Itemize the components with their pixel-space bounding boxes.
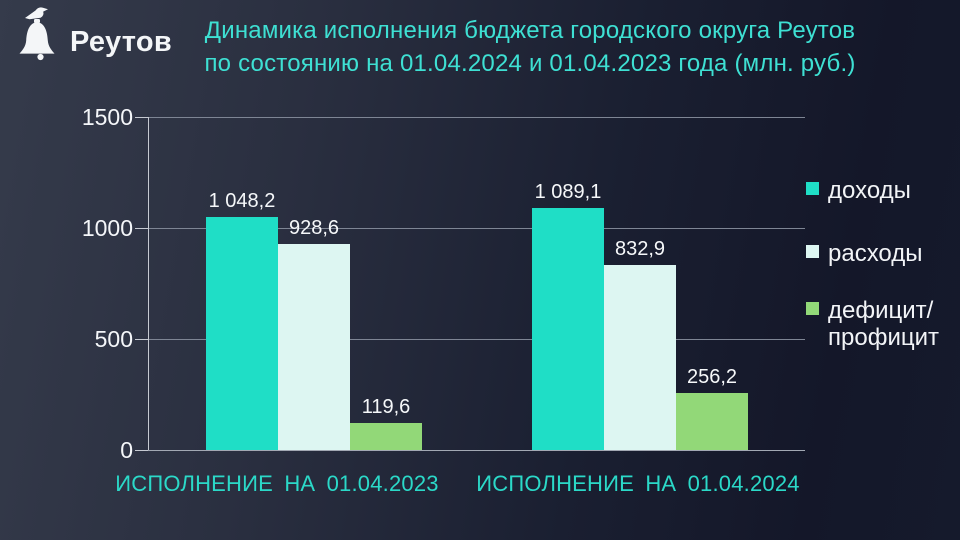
legend-label-incomes: доходы [828,177,911,204]
gridline-1000 [148,228,805,229]
gridline-500 [148,339,805,340]
bar-incomes-group1 [206,217,278,450]
slide-title-line2: по состоянию на 01.04.2024 и 01.04.2023 … [204,50,856,77]
bar-deficit-group1 [350,423,422,450]
x-axis-line [148,450,805,451]
legend-item-deficit: дефицит/профицит [806,297,939,351]
y-axis-tick-0 [135,450,148,451]
slide-title-line1: Динамика исполнения бюджета городского о… [204,17,856,44]
bar-value-label-incomes-group2: 1 089,1 [534,181,602,204]
y-axis-tick-1500 [135,117,148,118]
logo: Реутов [12,4,172,64]
legend-swatch-expenses [806,245,819,258]
legend-item-incomes: доходы [806,177,911,204]
bar-value-label-deficit-group2: 256,2 [686,366,738,389]
legend-label-expenses: расходы [828,240,923,267]
category-label-1: ИСПОЛНЕНИЕ НА 01.04.2023 [115,471,439,496]
slide-title: Динамика исполнения бюджета городского о… [150,14,910,80]
bell-dove-icon [19,7,55,61]
legend-label-line: профицит [828,324,939,351]
y-axis-label-1000: 1000 [81,215,133,241]
legend-label-line: дефицит/ [828,297,934,324]
legend-label-line: доходы [828,177,911,204]
bar-value-label-deficit-group1: 119,6 [361,396,411,419]
y-axis-tick-1000 [135,228,148,229]
legend-label-line: расходы [828,240,923,267]
y-axis-label-500: 500 [94,326,133,352]
brand-text: Реутов [70,26,173,58]
bar-deficit-group2 [676,393,748,450]
y-axis-label-1500: 1500 [81,104,133,130]
bar-value-label-expenses-group1: 928,6 [288,216,340,239]
y-axis-line [148,117,149,450]
bar-value-label-expenses-group2: 832,9 [614,238,666,261]
y-axis-label-0: 0 [120,437,133,463]
bar-expenses-group2 [604,265,676,450]
legend-item-expenses: расходы [806,240,923,267]
bar-incomes-group2 [532,208,604,450]
category-label-2: ИСПОЛНЕНИЕ НА 01.04.2024 [476,471,800,496]
legend-swatch-incomes [806,182,819,195]
bar-value-label-incomes-group1: 1 048,2 [208,190,276,213]
gridline-1500 [148,117,805,118]
legend-label-deficit: дефицит/профицит [828,297,939,351]
y-axis-tick-500 [135,339,148,340]
legend-swatch-deficit [806,302,819,315]
bar-expenses-group1 [278,243,350,450]
